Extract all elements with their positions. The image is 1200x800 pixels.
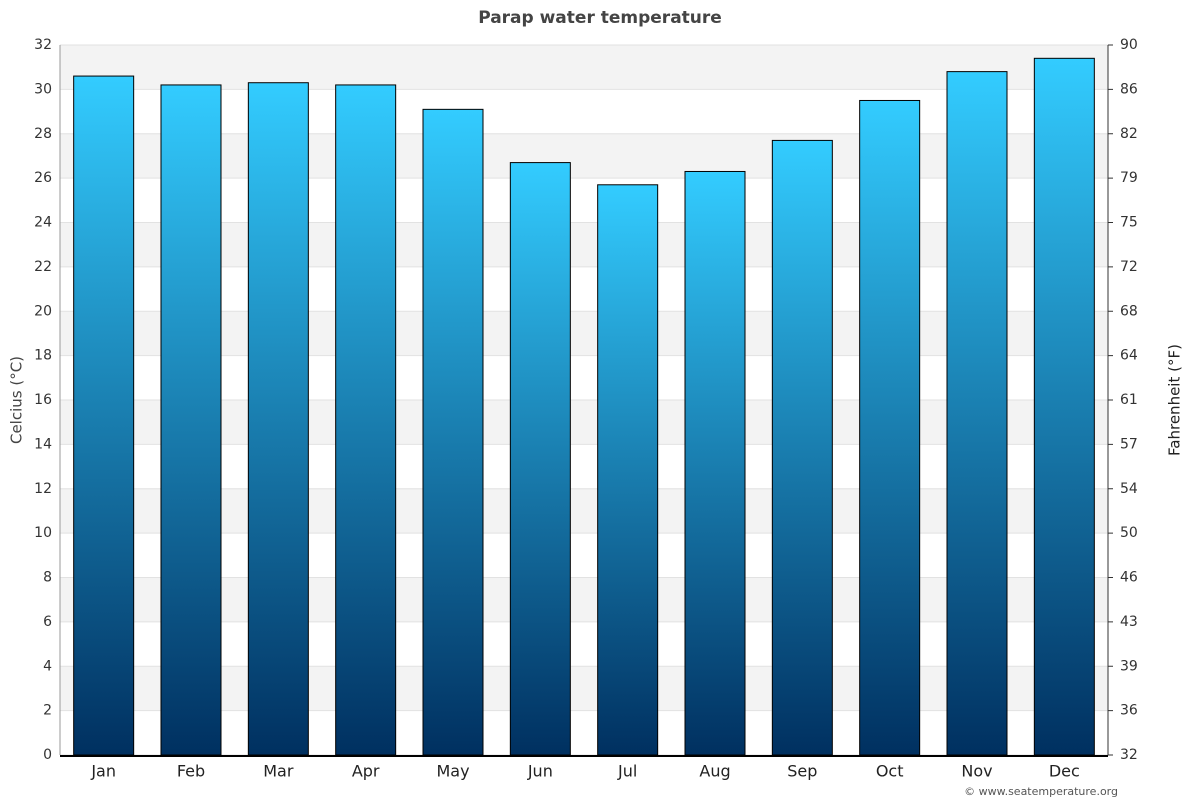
bar (771, 139, 833, 756)
y2-tick-label: 50 (1120, 525, 1138, 541)
y2-tick-label: 54 (1120, 481, 1138, 497)
y-tick-label: 20 (34, 303, 52, 319)
y-tick-label: 2 (43, 703, 52, 719)
y2-tick-label: 90 (1120, 37, 1138, 53)
y-tick-label: 14 (34, 436, 52, 452)
y2-tick-label: 43 (1120, 614, 1138, 630)
grid-band (60, 45, 1108, 90)
x-tick-label: Dec (1049, 762, 1080, 781)
y-tick-label: 10 (34, 525, 52, 541)
y-tick-label: 28 (34, 126, 52, 142)
x-tick-label: Jan (90, 762, 116, 781)
x-tick-label: Feb (177, 762, 205, 781)
y2-axis-label: Fahrenheit (°F) (1166, 344, 1184, 456)
y-tick-label: 4 (43, 658, 52, 674)
y-tick-label: 0 (43, 747, 52, 763)
x-tick-label: Aug (699, 762, 730, 781)
grid-band (60, 222, 1108, 267)
y-tick-label: 18 (34, 348, 52, 364)
chart-title: Parap water temperature (478, 8, 722, 28)
y-tick-label: 12 (34, 481, 52, 497)
y-tick-label: 24 (34, 215, 52, 231)
x-tick-label: Oct (876, 762, 904, 781)
y2-tick-label: 72 (1120, 259, 1138, 275)
x-tick-label: Mar (263, 762, 294, 781)
bar (509, 162, 571, 756)
bar (73, 75, 135, 756)
grid-band (60, 311, 1108, 356)
bar (1033, 57, 1095, 756)
y-tick-label: 22 (34, 259, 52, 275)
grid-band (60, 666, 1108, 711)
y2-tick-label: 57 (1120, 436, 1138, 452)
bar (684, 170, 746, 756)
y-tick-label: 32 (34, 37, 52, 53)
y-tick-label: 16 (34, 392, 52, 408)
y2-tick-label: 86 (1120, 81, 1138, 97)
x-tick-label: Sep (787, 762, 817, 781)
y-tick-label: 30 (34, 81, 52, 97)
bar (946, 71, 1008, 756)
bar (422, 108, 484, 756)
y-tick-label: 8 (43, 570, 52, 586)
y-tick-label: 26 (34, 170, 52, 186)
y2-tick-label: 68 (1120, 303, 1138, 319)
x-tick-label: Nov (961, 762, 992, 781)
bar (597, 184, 659, 756)
y2-tick-label: 75 (1120, 215, 1138, 231)
y2-tick-label: 32 (1120, 747, 1138, 763)
x-tick-label: Apr (352, 762, 380, 781)
bar (335, 84, 397, 756)
y-axis-label: Celcius (°C) (8, 356, 26, 444)
y2-tick-label: 46 (1120, 570, 1138, 586)
y2-tick-label: 39 (1120, 658, 1138, 674)
x-tick-label: Jun (527, 762, 553, 781)
bar (160, 84, 222, 756)
y2-tick-label: 36 (1120, 703, 1138, 719)
bar (859, 99, 921, 756)
grid-band (60, 488, 1108, 534)
y-tick-label: 6 (43, 614, 52, 630)
grid-band (60, 133, 1108, 179)
x-tick-label: Jul (617, 762, 637, 781)
bar (247, 82, 309, 756)
x-tick-label: May (436, 762, 469, 781)
grid-band (60, 577, 1108, 622)
y2-tick-label: 82 (1120, 126, 1138, 142)
y2-tick-label: 64 (1120, 348, 1138, 364)
credit: © www.seatemperature.org (964, 785, 1118, 798)
grid-band (60, 400, 1108, 445)
y2-tick-label: 79 (1120, 170, 1138, 186)
y2-tick-label: 61 (1120, 392, 1138, 408)
